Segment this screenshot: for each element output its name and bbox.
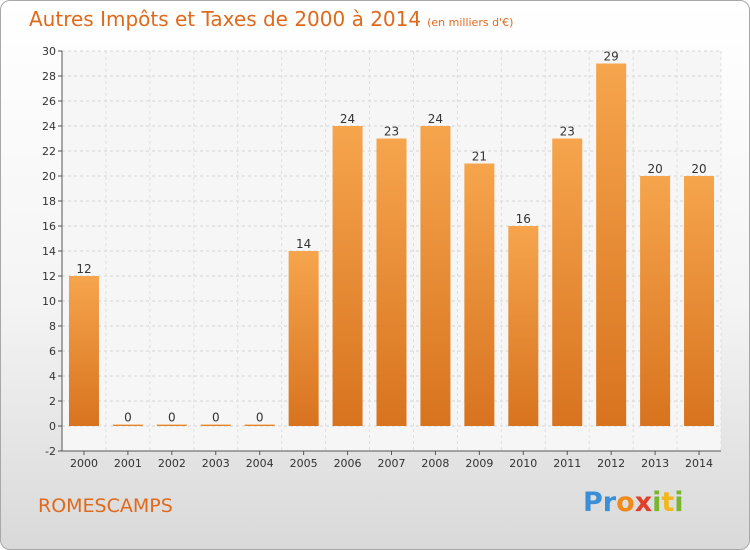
data-label-2005: 14 <box>296 237 311 251</box>
data-label-2002: 0 <box>168 411 176 425</box>
x-tick-label-2002: 2002 <box>158 457 186 470</box>
y-tick-label: 22 <box>42 145 56 158</box>
data-label-2008: 24 <box>428 112 443 126</box>
y-tick-label: 26 <box>42 95 56 108</box>
y-tick-label: 28 <box>42 70 56 83</box>
x-tick-label-2013: 2013 <box>641 457 669 470</box>
commune-name: ROMESCAMPS <box>38 495 173 517</box>
x-tick-label-2000: 2000 <box>70 457 98 470</box>
y-tick-label: 12 <box>42 270 56 283</box>
bar-2005 <box>288 251 319 426</box>
x-tick-label-2009: 2009 <box>465 457 493 470</box>
y-tick-label: 18 <box>42 195 56 208</box>
y-tick-label: 16 <box>42 220 56 233</box>
logo-letter: i <box>652 487 662 518</box>
bar-2009 <box>464 163 495 426</box>
x-tick-label-2001: 2001 <box>114 457 142 470</box>
x-tick-label-2005: 2005 <box>290 457 318 470</box>
bar-2011 <box>552 138 583 426</box>
data-label-2014: 20 <box>691 162 706 176</box>
logo-letter: x <box>634 487 653 518</box>
x-tick-label-2012: 2012 <box>597 457 625 470</box>
y-tick-label: 30 <box>42 45 56 58</box>
data-label-2010: 16 <box>516 212 531 226</box>
data-label-2009: 21 <box>472 150 487 164</box>
data-label-2001: 0 <box>124 411 132 425</box>
bar-2000 <box>68 276 99 426</box>
bar-2012 <box>596 63 627 426</box>
bar-2014 <box>684 176 715 426</box>
y-tick-label: 14 <box>42 245 56 258</box>
x-tick-label-2006: 2006 <box>334 457 362 470</box>
data-label-2003: 0 <box>212 411 220 425</box>
proxiti-logo: Proxiti <box>583 487 684 518</box>
bar-2008 <box>420 126 451 426</box>
y-tick-label: 8 <box>49 320 56 333</box>
chart-title-text: Autres Impôts et Taxes de 2000 à 2014 <box>29 7 422 31</box>
bar-2003 <box>200 424 231 426</box>
bar-2010 <box>508 226 539 426</box>
logo-letter: P <box>583 487 603 518</box>
y-tick-label: 20 <box>42 170 56 183</box>
x-tick-label-2011: 2011 <box>553 457 581 470</box>
y-tick-label: 2 <box>49 395 56 408</box>
x-tick-label-2007: 2007 <box>378 457 406 470</box>
x-tick-label-2008: 2008 <box>421 457 449 470</box>
data-label-2006: 24 <box>340 112 355 126</box>
y-tick-label: 10 <box>42 295 56 308</box>
x-tick-label-2003: 2003 <box>202 457 230 470</box>
data-label-2013: 20 <box>647 162 662 176</box>
x-tick-label-2014: 2014 <box>685 457 713 470</box>
logo-letter: r <box>602 487 617 518</box>
bar-2002 <box>156 424 187 426</box>
chart-title: Autres Impôts et Taxes de 2000 à 2014 (en… <box>29 7 513 31</box>
logo-letter: o <box>616 487 635 518</box>
logo-letter: i <box>674 487 684 518</box>
bar-2013 <box>640 176 671 426</box>
data-label-2007: 23 <box>384 125 399 139</box>
chart-bars: 12 0 0 0 0 14 24 23 24 21 16 23 29 20 20 <box>68 50 715 426</box>
bar-2006 <box>332 126 363 426</box>
bar-2004 <box>244 424 275 426</box>
x-tick-label-2004: 2004 <box>246 457 274 470</box>
data-label-2004: 0 <box>256 411 264 425</box>
y-tick-label: 4 <box>49 370 56 383</box>
y-tick-label: 24 <box>42 120 56 133</box>
y-tick-label: 0 <box>49 420 56 433</box>
x-axis: 2000 2001 2002 2003 2004 2005 2006 2007 2008 2009… <box>62 450 721 470</box>
data-label-2012: 29 <box>604 50 619 64</box>
logo-letter: t <box>661 487 675 518</box>
data-label-2011: 23 <box>560 125 575 139</box>
y-tick-label: -2 <box>45 445 56 458</box>
bar-2007 <box>376 138 407 426</box>
y-tick-label: 6 <box>49 345 56 358</box>
x-tick-label-2010: 2010 <box>509 457 537 470</box>
data-label-2000: 12 <box>76 262 91 276</box>
bar-2001 <box>112 424 143 426</box>
chart-subtitle: (en milliers d'€) <box>427 16 514 29</box>
